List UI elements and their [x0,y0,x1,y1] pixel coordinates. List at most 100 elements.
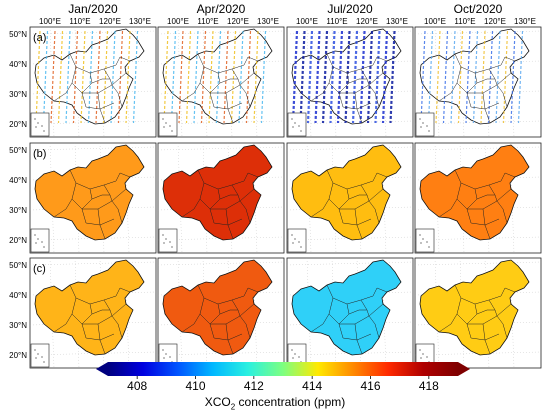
province-border [231,184,251,224]
meridian-line [177,26,183,138]
satellite-swath [389,30,396,124]
island-dot [162,234,164,236]
island-dot [291,234,293,236]
island-dot [43,246,45,248]
province-border [354,323,363,355]
china-outline [34,144,145,241]
longitude-tick-label: 120°E [356,17,378,26]
satellite-swath [487,30,494,124]
satellite-swath [435,30,441,124]
province-border [53,198,73,218]
satellite-swath [170,30,177,124]
china-outline [34,259,145,356]
longitude-tick-label: 100°E [39,17,61,26]
satellite-swath [299,30,306,124]
row-label: (a) [33,32,46,44]
latitude-tick-label: 30°N [9,321,27,330]
province-border [438,82,458,102]
map-panel: (c) [29,257,157,369]
satellite-swath [442,30,449,124]
province-border [81,92,115,110]
satellite-swath [50,30,56,124]
province-border [338,323,372,341]
island-dot [43,130,45,132]
satellite-swath [208,30,214,124]
province-border [71,297,127,325]
province-border [53,82,73,102]
meridian-line [459,26,465,138]
longitude-tick-label: 100°E [296,17,318,26]
province-border [328,297,384,325]
satellite-swath [420,30,426,124]
island-dot [298,241,300,243]
parallel-line [414,261,542,266]
satellite-swath [117,30,124,124]
island-dot [291,349,293,351]
satellite-swath [502,30,509,124]
province-border [360,184,380,224]
island-dot [292,357,294,359]
province-border [97,208,106,240]
parallel-line [29,261,157,266]
colorbar-low-arrow [96,362,108,376]
province-border [91,78,110,84]
colorbar-high-arrow [458,362,470,376]
province-border [476,78,495,84]
island-dot [300,130,302,132]
province-border [91,309,110,315]
meridian-line [202,26,208,138]
province-border [338,92,372,110]
province-border [482,92,491,124]
province-border [103,184,123,224]
south-china-sea-inset [415,228,435,253]
province-border [103,299,123,339]
province-border [97,323,106,355]
china-outline [162,259,273,356]
island-dot [419,118,421,120]
island-dot [419,349,421,351]
parallel-line [286,261,414,266]
island-dot [169,241,171,243]
island-dot [171,246,173,248]
province-border [243,287,259,297]
province-border [181,313,201,333]
island-dot [422,353,424,355]
province-border [225,208,234,240]
map-panel [157,26,285,138]
meridian-line [434,257,440,369]
satellite-swath [457,30,464,124]
satellite-swath [185,30,192,124]
china-outline [419,259,530,356]
province-border [360,68,380,108]
island-dot [291,118,293,120]
satellite-swath [245,30,252,124]
colorbar-tick-label: 410 [185,379,205,393]
province-border [81,323,115,341]
satellite-swath [366,30,374,124]
meridian-line [434,142,440,254]
island-dot [420,357,422,359]
meridian-line [202,142,208,254]
province-border [103,68,123,108]
province-border [199,66,255,94]
province-border [348,309,367,315]
province-border [115,56,131,66]
china-outline [34,28,145,125]
latitude-tick-label: 50°N [9,261,27,270]
satellite-swath [230,30,237,124]
province-border [310,198,330,218]
province-border [310,82,330,102]
province-border [231,299,251,339]
island-dot [292,126,294,128]
latitude-tick-label: 20°N [9,351,27,360]
satellite-swath [110,30,116,124]
map-panel [157,257,285,369]
island-dot [163,242,165,244]
satellite-swath [193,30,199,124]
province-border [115,172,131,182]
island-dot [422,122,424,124]
province-border [372,287,388,297]
island-dot [162,118,164,120]
island-dot [428,130,430,132]
island-dot [294,238,296,240]
